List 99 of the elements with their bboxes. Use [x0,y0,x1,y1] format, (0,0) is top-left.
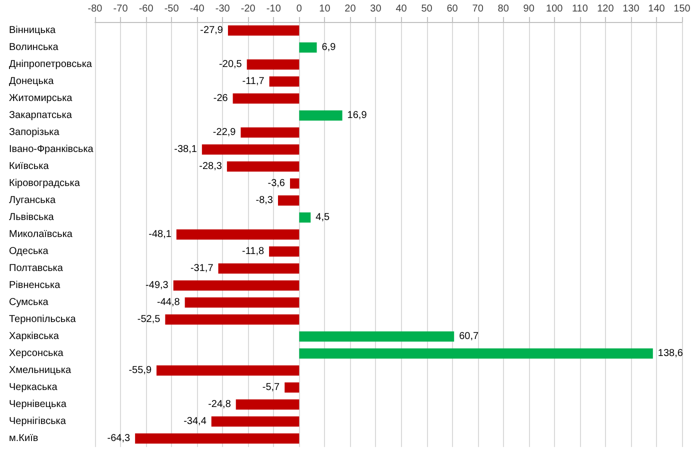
bar [218,263,300,274]
data-label: -64,3 [107,433,131,444]
y-tick-label: Хмельницька [9,365,72,376]
x-tick-label: 120 [597,4,614,14]
data-label: -22,9 [212,127,236,138]
bar [246,59,300,70]
bar [228,25,300,36]
bar [299,331,454,342]
bar [176,229,300,240]
y-tick-label: Закарпатська [9,110,72,121]
y-tick-label: Волинська [9,42,59,53]
bar [240,127,300,138]
x-tick-label: 30 [370,4,382,14]
data-label: -24,8 [208,399,232,410]
y-tick-label: Київська [9,161,50,172]
x-tick-label: -80 [88,4,103,14]
y-tick-label: Тернопільська [9,314,76,325]
bar [284,382,300,393]
x-tick-label: 40 [396,4,408,14]
bar [299,212,311,223]
y-tick-label: Сумська [9,297,49,308]
x-tick-label: -20 [240,4,256,14]
data-label: 138,6 [658,348,684,359]
bar [290,178,300,189]
y-tick-label: Одеська [9,246,49,257]
data-label: -8,3 [256,195,274,206]
y-tick-label: Луганська [9,195,56,206]
data-label: -28,3 [199,161,222,172]
y-tick-label: Івано-Франківська [9,144,94,155]
data-label: -27,9 [200,25,224,36]
bar [299,42,317,53]
bar [202,144,300,155]
bar [211,416,300,427]
bar [226,161,300,172]
x-tick-label: 110 [572,4,588,14]
x-tick-label: -70 [113,4,128,14]
y-tick-label: Львівська [9,212,54,223]
bar [135,433,300,444]
y-tick-label: Кіровоградська [9,178,80,189]
x-tick-label: 70 [472,4,484,14]
x-tick-label: -50 [164,4,180,14]
y-tick-label: Харківська [9,331,60,342]
data-label: -20,5 [219,59,242,70]
bar [299,348,653,359]
bar [278,195,300,206]
y-tick-label: Чернігівська [9,416,66,427]
data-label: -44,8 [157,297,180,308]
x-tick-label: -40 [190,4,205,14]
bar [236,399,300,410]
data-label: -49,3 [146,280,169,291]
data-label: -11,8 [242,246,264,257]
data-label: -48,1 [148,229,172,240]
x-tick-label: 50 [421,4,433,14]
y-tick-label: Полтавська [9,263,64,274]
data-label: 16,9 [347,110,368,121]
x-tick-label: 130 [622,4,640,14]
data-label: -52,5 [137,314,161,325]
data-label: -3,6 [268,178,286,189]
bar [299,110,342,121]
y-tick-label: Херсонська [9,348,64,359]
data-label: 4,5 [316,212,330,223]
bar [184,297,300,308]
data-label: -31,7 [190,263,214,274]
x-tick-label: -30 [215,4,230,14]
y-tick-label: Вінницька [9,25,56,36]
y-tick-label: Рівненська [9,280,61,291]
x-tick-label: 60 [446,4,458,14]
data-label: 6,9 [322,42,336,53]
data-label: -38,1 [174,144,198,155]
y-tick-label: Дніпропетровська [9,59,92,70]
y-tick-label: Запорізька [9,127,60,138]
data-label: -55,9 [128,365,152,376]
x-tick-label: -10 [266,4,282,14]
x-tick-label: 140 [648,4,666,14]
bar [173,280,300,291]
bar [269,246,300,257]
data-label: 60,7 [459,331,479,342]
bar [156,365,300,376]
bar [269,76,300,87]
data-label: -5,7 [262,382,280,393]
data-label: -26 [213,93,228,104]
y-tick-label: Житомирська [9,93,73,104]
y-tick-label: Чернівецька [9,399,67,410]
x-tick-label: 0 [296,4,302,14]
y-tick-label: м.Київ [9,433,38,444]
x-tick-label: 20 [344,4,356,14]
x-tick-label: 100 [546,4,564,14]
x-tick-label: 90 [523,4,535,14]
data-label: -11,7 [242,76,265,87]
y-tick-label: Черкаська [9,382,58,393]
x-tick-label: 80 [498,4,510,14]
x-tick-label: 10 [319,4,331,14]
y-tick-label: Донецька [9,76,54,87]
bar [165,314,300,325]
y-tick-label: Миколаївська [9,229,73,240]
x-tick-label: -60 [138,4,154,14]
x-tick-label: 150 [674,4,691,14]
bar [232,93,300,104]
data-label: -34,4 [184,416,207,427]
